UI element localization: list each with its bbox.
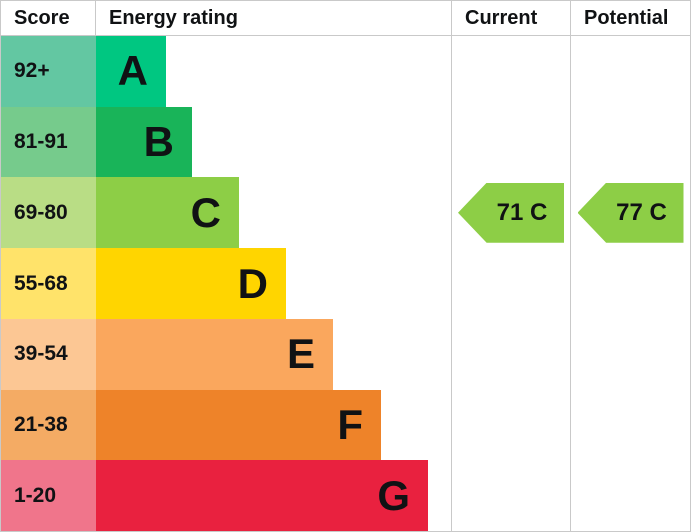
current-column-header: Current [452, 1, 571, 36]
band-score-cell: 1-20 [1, 460, 96, 531]
band-score-cell: 55-68 [1, 248, 96, 319]
potential-cell [571, 389, 690, 461]
potential-cell [571, 36, 690, 107]
band-bar-cell: G [96, 460, 452, 531]
band-bar-cell: A [96, 36, 452, 107]
band-bar: D [96, 248, 286, 319]
band-score-cell: 69-80 [1, 177, 96, 249]
current-cell [452, 389, 571, 461]
band-row-d: 55-68 D [1, 248, 690, 319]
current-arrow: 71 C [458, 182, 564, 243]
potential-cell [571, 248, 690, 319]
bands-area: 92+ A 81-91 B 69-80 C 71 C 77 C [1, 36, 690, 531]
current-cell [452, 248, 571, 319]
potential-cell [571, 460, 690, 531]
band-row-a: 92+ A [1, 36, 690, 107]
potential-cell: 77 C [571, 177, 690, 249]
band-bar-cell: E [96, 318, 452, 390]
band-bar: C [96, 177, 239, 249]
band-row-e: 39-54 E [1, 318, 690, 390]
band-row-c: 69-80 C 71 C 77 C [1, 177, 690, 249]
band-bar: E [96, 318, 333, 390]
potential-arrow: 77 C [577, 182, 684, 243]
band-bar: F [96, 389, 381, 461]
band-bar: B [96, 106, 192, 178]
band-row-f: 21-38 F [1, 389, 690, 461]
band-bar: A [96, 36, 166, 107]
potential-cell [571, 318, 690, 390]
current-cell [452, 106, 571, 178]
potential-cell [571, 106, 690, 178]
potential-column-header: Potential [571, 1, 690, 36]
band-bar: G [96, 460, 428, 531]
band-score-cell: 81-91 [1, 106, 96, 178]
band-bar-cell: C [96, 177, 452, 249]
band-bar-cell: B [96, 106, 452, 178]
current-cell [452, 36, 571, 107]
band-bar-cell: D [96, 248, 452, 319]
energy-rating-column-header: Energy rating [96, 1, 452, 36]
band-row-b: 81-91 B [1, 106, 690, 178]
band-bar-cell: F [96, 389, 452, 461]
chart-header: Score Energy rating Current Potential [1, 1, 690, 36]
band-score-cell: 21-38 [1, 389, 96, 461]
band-score-cell: 39-54 [1, 318, 96, 390]
band-score-cell: 92+ [1, 36, 96, 107]
current-cell [452, 318, 571, 390]
score-column-header: Score [1, 1, 96, 36]
current-cell [452, 460, 571, 531]
current-cell: 71 C [452, 177, 571, 249]
band-row-g: 1-20 G [1, 460, 690, 531]
